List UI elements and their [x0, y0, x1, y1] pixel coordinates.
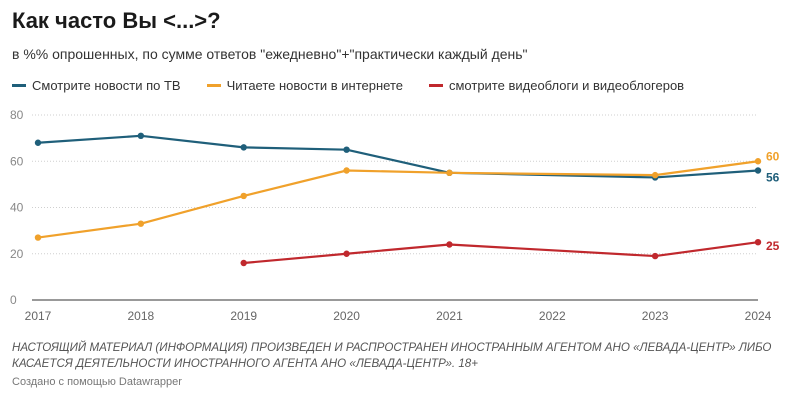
chart-subtitle: в %% опрошенных, по сумме ответов "ежедн… [12, 46, 528, 62]
line-chart: 0 20 40 60 80 2017 2018 2019 2020 2021 2022 2023 202… [10, 108, 780, 323]
foreign-agent-notice: НАСТОЯЩИЙ МАТЕРИАЛ (ИНФОРМАЦИЯ) ПРОИЗВЕД… [12, 341, 772, 370]
data-point [137, 220, 145, 227]
chart-title: Как часто Вы <...>? [12, 8, 221, 33]
x-tick-label: 2018 [128, 309, 155, 323]
data-point [446, 169, 453, 177]
legend-swatch-videoblogs [428, 84, 443, 87]
x-tick-label: 2020 [333, 309, 360, 323]
y-tick-label: 0 [10, 293, 17, 307]
y-tick-label: 20 [10, 247, 24, 261]
end-value-label: 60 [766, 149, 780, 163]
data-point [137, 132, 145, 140]
legend-item-videoblogs: смотрите видеоблоги и видеоблогеров [428, 78, 685, 93]
end-value-label: 56 [766, 171, 780, 185]
x-tick-label: 2019 [230, 309, 257, 323]
data-point [754, 167, 762, 174]
data-point [343, 146, 350, 153]
datawrapper-credit: Создано с помощью Datawrapper [12, 376, 182, 388]
legend: Смотрите новости по ТВ Читаете новости в… [12, 78, 684, 93]
data-point [240, 259, 247, 267]
data-point [240, 192, 247, 200]
data-point [343, 167, 350, 174]
y-tick-label: 80 [10, 108, 24, 122]
legend-label-tv: Смотрите новости по ТВ [32, 78, 181, 93]
legend-item-tv: Смотрите новости по ТВ [12, 78, 181, 93]
legend-swatch-internet [206, 84, 221, 87]
data-point [34, 139, 42, 146]
end-value-label: 25 [766, 239, 780, 253]
data-point [754, 238, 762, 246]
x-tick-label: 2024 [745, 309, 772, 323]
data-point [343, 250, 350, 257]
legend-label-internet: Читаете новости в интернете [226, 78, 403, 93]
data-point [34, 234, 42, 241]
x-tick-label: 2017 [25, 309, 52, 323]
data-point [651, 171, 659, 179]
x-tick-label: 2021 [436, 309, 463, 323]
data-point [240, 144, 247, 151]
data-point [446, 241, 453, 248]
series-line [243, 241, 759, 265]
y-tick-label: 60 [10, 154, 24, 168]
legend-label-videoblogs: смотрите видеоблоги и видеоблогеров [448, 78, 685, 93]
x-tick-label: 2023 [642, 309, 669, 323]
data-point [651, 252, 659, 260]
legend-item-internet: Читаете новости в интернете [206, 78, 403, 93]
data-point [754, 158, 762, 165]
legend-swatch-tv [12, 84, 26, 87]
x-tick-label: 2022 [539, 309, 566, 323]
y-tick-label: 40 [10, 201, 24, 215]
series-line [37, 160, 759, 239]
